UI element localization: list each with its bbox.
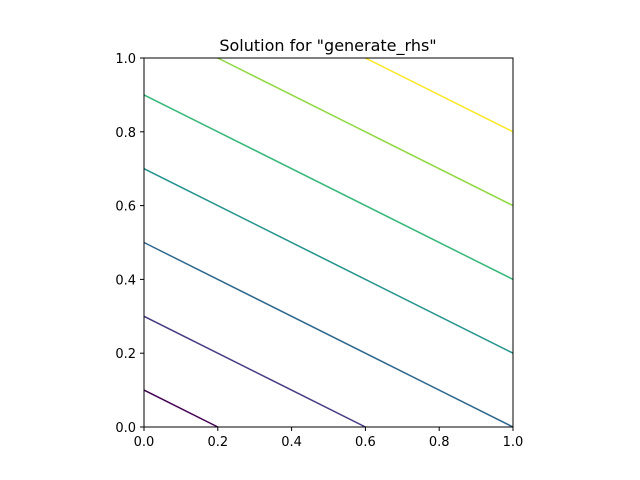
x-tick-label: 0.2 <box>207 435 228 450</box>
contour-line-5 <box>217 57 514 207</box>
y-tick-label: 0.0 <box>115 421 136 436</box>
y-tick-label: 0.8 <box>115 126 136 141</box>
x-tick-label: 1.0 <box>503 435 524 450</box>
y-tick-label: 1.0 <box>115 52 136 67</box>
contour-line-1 <box>143 315 366 428</box>
contour-line-0 <box>143 389 219 428</box>
plot-area: 0.0 0.2 0.4 0.6 0.8 1.0 0.0 0.2 0.4 0.6 0.8 1.0 <box>115 52 523 450</box>
contour-line-6 <box>365 57 514 133</box>
x-tick-label: 0.8 <box>429 435 450 450</box>
chart-title: Solution for "generate_rhs" <box>219 36 436 56</box>
y-tick-label: 0.4 <box>115 273 136 288</box>
x-tick-label: 0.4 <box>281 435 302 450</box>
x-tick-label: 0.0 <box>134 435 155 450</box>
y-tick-label: 0.2 <box>115 347 136 362</box>
x-tick-label: 0.6 <box>355 435 376 450</box>
axes-frame <box>143 57 514 428</box>
y-tick-label: 0.6 <box>115 200 136 215</box>
contour-line-4 <box>143 94 514 281</box>
contour-line-2 <box>143 241 514 428</box>
contour-line-3 <box>143 168 514 354</box>
